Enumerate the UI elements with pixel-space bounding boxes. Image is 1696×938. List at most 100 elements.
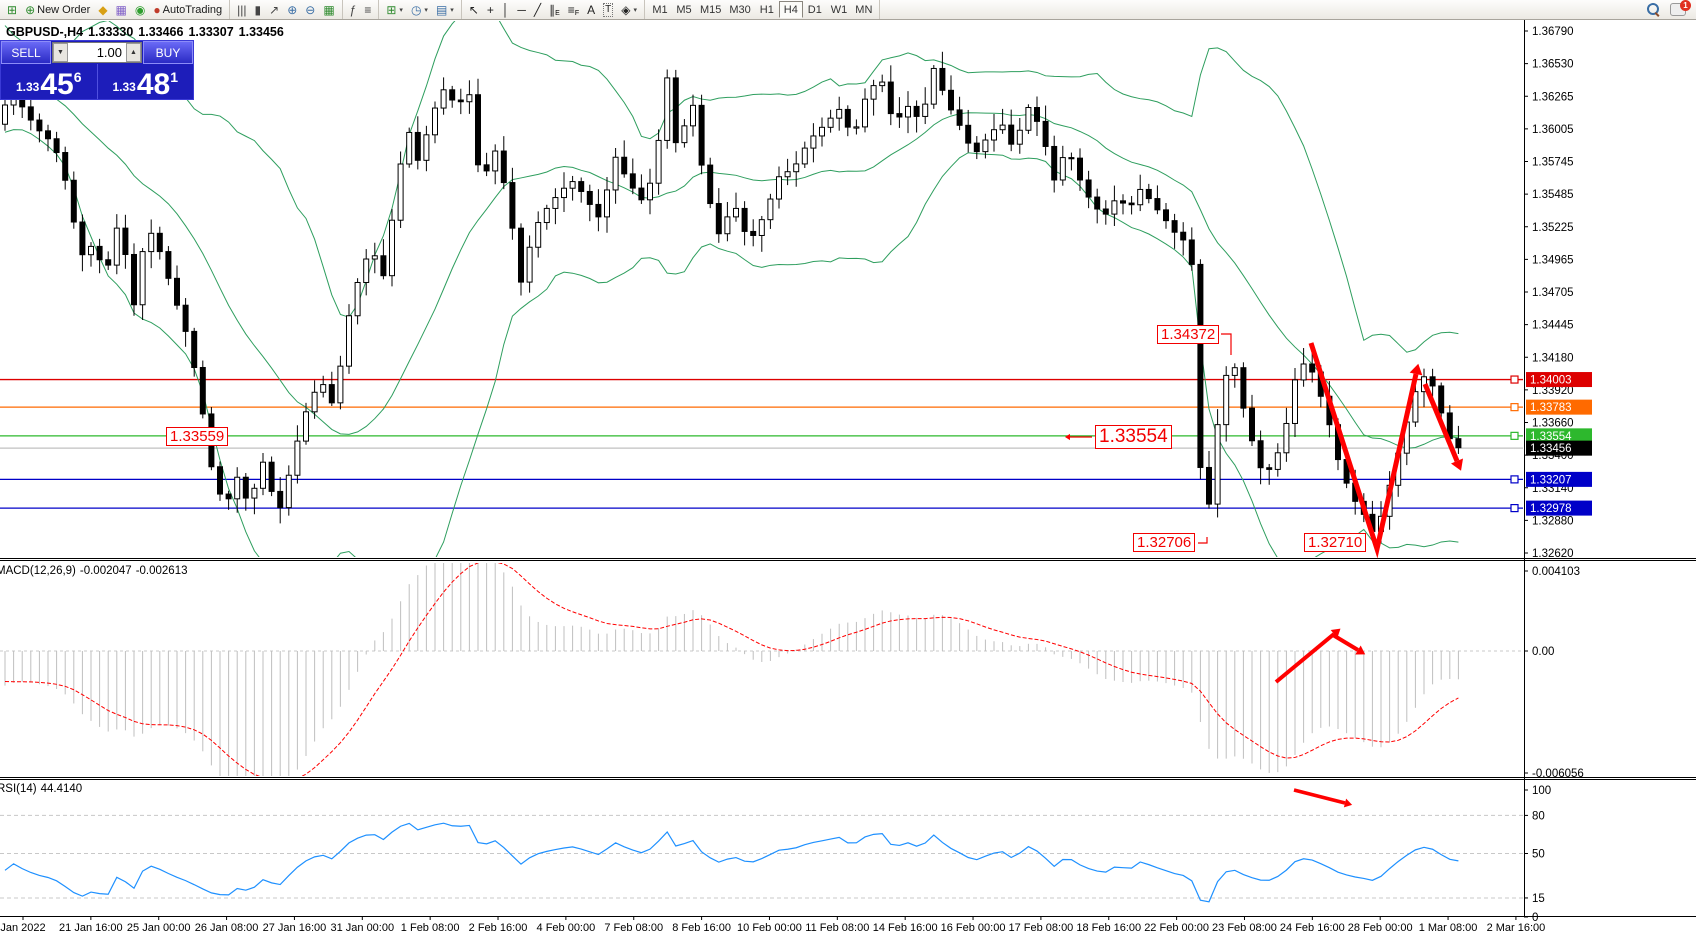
toolbar-group-chart-type: ||| ▮ ↗ ⊕ ⊖ ▦ — [230, 0, 343, 19]
price-tick-label: 1.34965 — [1532, 254, 1574, 266]
templates-button[interactable]: ▤ ▾ — [432, 1, 458, 18]
timeframe-m5-button[interactable]: M5 — [672, 1, 696, 18]
macd-axis-label: 0.004103 — [1532, 566, 1580, 578]
arrows-button[interactable]: ◈ ▾ — [617, 1, 641, 18]
candlestick-chart-icon: ▮ — [254, 2, 262, 17]
toolbar-button-groups: ⊞ ⊕ New Order ◆ ▦ ◉ ● AutoTrading ||| ▮ ↗ ⊕ ⊖ ▦ ƒ ≡ ⊞ ▾ ◷ ▾… — [0, 0, 645, 19]
macd-signal-line — [4, 563, 1459, 776]
drawings-layer[interactable] — [1065, 333, 1464, 808]
toolbar-group-standard: ⊞ ⊕ New Order ◆ ▦ ◉ ● AutoTrading — [0, 0, 231, 19]
notifications-button[interactable]: 1 — [1670, 0, 1691, 16]
arrows-icon: ◈ — [621, 2, 631, 17]
macd-up-arrow[interactable] — [1274, 632, 1336, 684]
expert-advisors-button[interactable]: ▦ — [112, 1, 131, 18]
trendline-button[interactable]: ╱ — [530, 1, 545, 18]
price-tick-label: 1.34180 — [1532, 352, 1574, 364]
dropdown-arrow-icon: ▾ — [450, 6, 454, 14]
vertical-line-button[interactable]: │ — [498, 1, 514, 18]
timeframe-m1-button[interactable]: M1 — [648, 1, 672, 18]
price-down-arrow[interactable] — [1422, 383, 1460, 462]
chart-shift-icon: ≡ — [364, 2, 372, 17]
timeframe-h4-button[interactable]: H4 — [778, 1, 803, 18]
rsi-axis-label: 80 — [1532, 810, 1545, 822]
auto-scroll-icon: ƒ — [349, 2, 357, 17]
text-label-button[interactable]: T — [599, 1, 617, 18]
support-level-annotation[interactable]: 1.33559 — [166, 427, 229, 447]
volume-increase-button[interactable]: ▲ — [126, 43, 141, 62]
zoom-out-button[interactable]: ⊖ — [301, 1, 319, 18]
open-value: 1.33330 — [88, 25, 134, 39]
macd-signal-value: -0.002613 — [135, 565, 188, 577]
timeframe-mn-button[interactable]: MN — [851, 1, 876, 18]
price-tick-label: 1.33920 — [1532, 385, 1574, 397]
macd-main-value: -0.002047 — [79, 565, 132, 577]
horizontal-line-button[interactable]: ─ — [513, 1, 530, 18]
tile-windows-button[interactable]: ▦ — [319, 1, 338, 18]
price-badge-1.32978 — [1526, 500, 1592, 516]
candlestick-chart-button[interactable]: ▮ — [251, 1, 266, 18]
sell-price[interactable]: 1.33 45 6 — [1, 64, 98, 100]
time-axis-label: 14 Feb 16:00 — [873, 922, 938, 934]
autotrading-icon: ● — [153, 2, 161, 17]
new-order-button[interactable]: ⊕ New Order — [21, 1, 94, 18]
rsi-layer — [0, 814, 1523, 903]
bar-chart-icon: ||| — [237, 2, 247, 17]
toolbar-group-indicator-menus: ⊞ ▾ ◷ ▾ ▤ ▾ — [379, 0, 462, 19]
crash-low-annotation[interactable]: 1.32706 — [1133, 533, 1196, 553]
price-badge-label: 1.33554 — [1530, 431, 1572, 443]
crosshair-button[interactable]: + — [483, 1, 498, 18]
text-button[interactable]: A — [583, 1, 599, 18]
macd-indicator-label: MACD(12,26,9) -0.002047 -0.002613 — [0, 565, 188, 577]
price-tick-label: 1.35225 — [1532, 222, 1574, 234]
periods-icon: ◷ — [410, 2, 422, 17]
add-indicator-button[interactable]: ⊞ ▾ — [382, 1, 407, 18]
symbol-period-label: GBPUSD-,H4 — [6, 25, 84, 39]
search-button[interactable] — [1647, 3, 1660, 17]
timeframe-w1-button[interactable]: W1 — [827, 1, 852, 18]
periods-button[interactable]: ◷ ▾ — [407, 1, 432, 18]
new-chart-button[interactable]: ⊞ — [3, 1, 21, 18]
auto-scroll-button[interactable]: ƒ — [346, 1, 361, 18]
price-tick-label: 1.32880 — [1532, 515, 1574, 527]
buy-price[interactable]: 1.33 48 1 — [112, 68, 179, 101]
bar-chart-button[interactable]: ||| — [233, 1, 250, 18]
zoom-in-button[interactable]: ⊕ — [283, 1, 301, 18]
rsi-value: 44.4140 — [40, 783, 83, 795]
timeframe-m15-button[interactable]: M15 — [696, 1, 725, 18]
fibonacci-button[interactable]: ≡ F — [564, 1, 583, 18]
buy-button[interactable]: BUY — [143, 41, 193, 64]
rsi-down-arrow[interactable] — [1293, 788, 1346, 805]
signals-icon: ◉ — [134, 2, 146, 17]
metaeditor-icon: ◆ — [98, 2, 108, 17]
price-tick-label: 1.34705 — [1532, 287, 1574, 299]
chart-shift-button[interactable]: ≡ — [360, 1, 375, 18]
equidistant-channel-button[interactable]: ∥ E — [545, 1, 564, 18]
add-indicator-icon: ⊞ — [386, 2, 397, 17]
price-badge-label: 1.33207 — [1530, 474, 1572, 486]
line-chart-button[interactable]: ↗ — [265, 1, 283, 18]
horizontal-line-icon: ─ — [517, 2, 526, 17]
timeframe-h1-button[interactable]: H1 — [755, 1, 779, 18]
timeframe-d1-button[interactable]: D1 — [803, 1, 827, 18]
time-axis-label: 27 Jan 16:00 — [263, 922, 327, 934]
chart-ohlc-header: GBPUSD-,H4 1.33330 1.33466 1.33307 1.33456 — [6, 25, 289, 39]
autotrading-button[interactable]: ● AutoTrading — [149, 1, 226, 18]
price-down-up-arrow[interactable] — [1308, 342, 1419, 559]
price-badge-label: 1.32978 — [1530, 503, 1572, 515]
price-tick-label: 1.36005 — [1532, 124, 1574, 136]
signals-button[interactable]: ◉ — [131, 1, 149, 18]
high-value: 1.33466 — [138, 25, 184, 39]
cursor-button[interactable]: ↖ — [465, 1, 483, 18]
timeframe-m30-button[interactable]: M30 — [725, 1, 754, 18]
price-badge-1.34003 — [1526, 372, 1592, 388]
price-tick-label: 1.35485 — [1532, 189, 1574, 201]
metaeditor-button[interactable]: ◆ — [94, 1, 111, 18]
volume-input[interactable]: 1.00 — [96, 45, 122, 60]
swing-high-annotation[interactable]: 1.34372 — [1157, 325, 1220, 345]
key-level-annotation[interactable]: 1.33554 — [1095, 425, 1172, 449]
macd-down-arrow[interactable] — [1331, 633, 1360, 652]
time-axis-label: 23 Feb 08:00 — [1212, 922, 1277, 934]
retest-low-annotation[interactable]: 1.32710 — [1304, 533, 1367, 553]
volume-decrease-button[interactable]: ▼ — [53, 43, 68, 62]
sell-button[interactable]: SELL — [1, 41, 51, 64]
